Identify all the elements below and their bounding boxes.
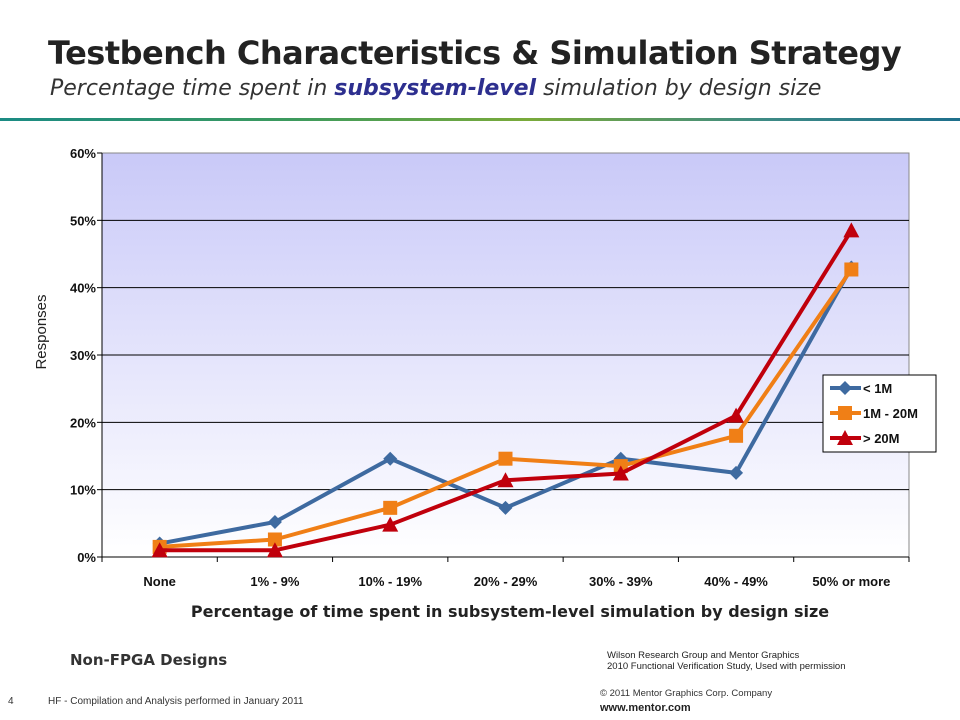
data-point bbox=[612, 465, 629, 481]
y-tick-label: 0% bbox=[77, 550, 96, 565]
x-tick-label: 10% - 19% bbox=[358, 574, 422, 589]
data-point bbox=[266, 542, 283, 558]
data-point bbox=[844, 262, 859, 277]
website-link[interactable]: www.mentor.com bbox=[600, 702, 691, 714]
x-axis-label: Percentage of time spent in subsystem-le… bbox=[190, 602, 830, 621]
x-axis-ticks: None 1% - 9% 10% - 19% 20% - 29% 30% - 39% 40… bbox=[101, 557, 910, 589]
source-credit: Wilson Research Group and Mentor Graphic… bbox=[607, 650, 846, 672]
x-tick-label: 20% - 29% bbox=[474, 574, 538, 589]
data-point bbox=[498, 500, 513, 515]
y-tick-label: 40% bbox=[70, 281, 96, 296]
legend-marker bbox=[838, 381, 852, 395]
data-point bbox=[728, 407, 745, 423]
legend-label: > 20M bbox=[863, 431, 900, 446]
credit-line-1: Wilson Research Group and Mentor Graphic… bbox=[607, 650, 800, 661]
chart-legend: < 1M 1M - 20M > 20M bbox=[822, 374, 937, 453]
legend-label: 1M - 20M bbox=[863, 406, 918, 421]
copyright: © 2011 Mentor Graphics Corp. Company bbox=[600, 688, 773, 699]
subtitle-emphasis: subsystem-level bbox=[334, 76, 537, 101]
credit-line-2: 2010 Functional Verification Study, Used… bbox=[607, 661, 846, 672]
series-3 bbox=[151, 222, 860, 558]
y-tick-label: 30% bbox=[70, 348, 96, 363]
data-point bbox=[383, 451, 398, 466]
design-type-label: Non-FPGA Designs bbox=[70, 651, 228, 669]
legend-marker bbox=[837, 430, 853, 445]
title-divider bbox=[0, 118, 960, 121]
footer-note: HF - Compilation and Analysis performed … bbox=[48, 696, 304, 707]
x-tick-label: 1% - 9% bbox=[250, 574, 300, 589]
data-point bbox=[267, 532, 282, 547]
data-point bbox=[151, 542, 168, 558]
data-point bbox=[382, 516, 399, 532]
subtitle-prefix: Percentage time spent in bbox=[50, 76, 335, 101]
y-tick-label: 10% bbox=[70, 483, 96, 498]
y-axis-ticks: 0% 10% 20% 30% 40% 50% 60% bbox=[70, 146, 909, 565]
y-tick-label: 20% bbox=[70, 415, 96, 430]
footer: 4 HF - Compilation and Analysis performed… bbox=[8, 696, 304, 707]
data-point bbox=[729, 465, 744, 480]
y-axis-label: Responses bbox=[33, 294, 50, 369]
legend-marker bbox=[838, 406, 852, 420]
y-tick-label: 50% bbox=[70, 213, 96, 228]
legend-label: < 1M bbox=[863, 381, 892, 396]
subtitle-suffix: simulation by design size bbox=[536, 76, 822, 101]
data-point bbox=[498, 451, 513, 466]
data-point bbox=[383, 500, 398, 515]
x-tick-label: 50% or more bbox=[812, 574, 890, 589]
series-group bbox=[151, 222, 860, 558]
slide-title: Testbench Characteristics & Simulation S… bbox=[48, 34, 902, 72]
data-point bbox=[843, 222, 860, 238]
data-point bbox=[497, 472, 514, 488]
data-point bbox=[267, 514, 282, 529]
x-tick-label: 40% - 49% bbox=[704, 574, 768, 589]
line-chart: 0% 10% 20% 30% 40% 50% 60% None 1% - 9% 10% - 19… bbox=[33, 146, 937, 589]
page-number: 4 bbox=[8, 696, 14, 707]
slide-subtitle: Percentage time spent in subsystem-level… bbox=[50, 76, 821, 101]
data-point bbox=[729, 428, 744, 443]
x-tick-label: 30% - 39% bbox=[589, 574, 653, 589]
y-tick-label: 60% bbox=[70, 146, 96, 161]
x-tick-label: None bbox=[143, 574, 176, 589]
